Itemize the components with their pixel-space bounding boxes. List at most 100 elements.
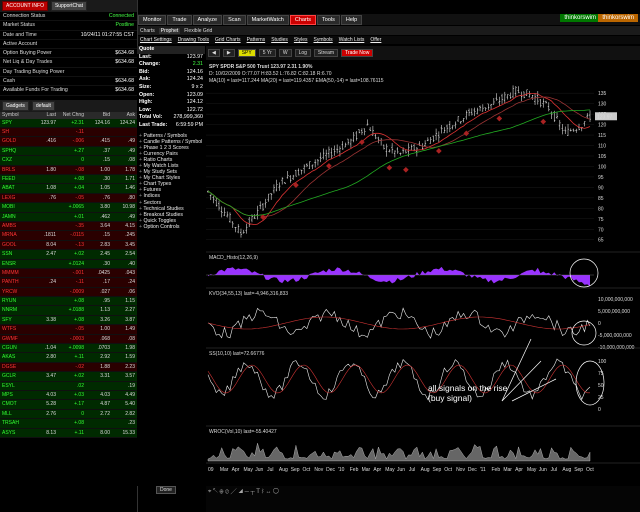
tree-item[interactable]: + Technical Studies [137,206,205,212]
watchlist-row[interactable]: TRSAH +.08 .23 [0,419,137,429]
watchlist-bid[interactable]: .76 [103,194,110,201]
expand-icon[interactable]: + [139,193,144,200]
watchlist-row[interactable]: SSN 2.47 +.02 2.45 2.54 [0,250,137,260]
watchlist-symbol[interactable]: GCLR [2,373,16,380]
watchlist-ask[interactable]: 1.71 [125,176,135,183]
watchlist-ask[interactable]: 3.45 [125,241,135,248]
watchlist-symbol[interactable]: MRNA [2,232,17,239]
tree-item[interactable]: + Option Controls [137,224,205,230]
expand-icon[interactable]: + [139,150,144,157]
watchlist-ask[interactable]: .49 [128,213,135,220]
watchlist-symbol[interactable]: ENSR [2,260,16,267]
watchlist-symbol[interactable]: PANTH [2,279,19,286]
watchlist-ask[interactable]: 10.98 [122,204,135,211]
watchlist-symbol[interactable]: GWMF [2,335,18,342]
watchlist-symbol[interactable]: DGSE [2,363,17,370]
tree-item[interactable]: + Ratio Charts [137,157,205,163]
watchlist-symbol[interactable]: FEED [2,176,16,183]
menu-grid-charts[interactable]: Grid Charts [215,37,241,43]
tree-item[interactable]: + Indices [137,193,205,199]
watchlist-bid[interactable]: .068 [100,335,110,342]
watchlist-symbol[interactable]: SPY [2,119,13,126]
watchlist-symbol[interactable]: MLL [2,410,12,417]
watchlist-row[interactable]: JAMN +.01 .462 .49 [0,212,137,222]
watchlist-ask[interactable]: 2.54 [125,251,135,258]
prev-icon[interactable]: ◀ [208,49,220,57]
tree-item[interactable]: + Sectors [137,200,205,206]
watchlist-row[interactable]: GCLR 3.47 +.02 3.31 3.57 [0,372,137,382]
watchlist-row[interactable]: MLL 2.76 0 2.72 2.82 [0,409,137,420]
watchlist-ask[interactable]: 1.78 [125,166,135,173]
watchlist-row[interactable]: YRCW -.0009 .027 .06 [0,287,137,298]
tree-item[interactable]: + Futures [137,187,205,193]
subtab-prophet[interactable]: Prophet [158,27,181,34]
tree-item[interactable]: + Patterns / Symbols [137,133,205,139]
watchlist-row[interactable]: GWMF -.0003 .068 .08 [0,334,137,345]
watchlist-ask[interactable]: .49 [128,147,135,154]
expand-icon[interactable]: + [139,223,144,230]
watchlist-row[interactable]: FEED +.08 .30 1.71 [0,175,137,185]
watchlist-ask[interactable]: 3.87 [125,316,135,323]
watchlist-bid[interactable]: .15 [103,157,110,164]
drawing-tools-icons[interactable]: ⌖ ↖ ⊕ ⊘ ╱ ◢ ─ ┬ T ⌇ ↔ ◯ [208,489,279,495]
watchlist-bid[interactable]: 1.88 [100,363,110,370]
watchlist-bid[interactable]: .027 [100,288,110,295]
tab-help[interactable]: Help [340,14,363,25]
watchlist-symbol[interactable]: GOOL [2,241,17,248]
watchlist-symbol[interactable]: CMOT [2,401,17,408]
menu-watch-lists[interactable]: Watch Lists [338,37,365,43]
watchlist-bid[interactable] [84,419,110,427]
watchlist-symbol[interactable]: TRSAH [2,420,19,427]
watchlist-row[interactable]: LEXG .76 -.05 .76 .80 [0,193,137,204]
watchlist-row[interactable]: CGUN .1.04 +.0098 .0703 1.98 [0,344,137,354]
menu-offer[interactable]: Offer [370,37,382,43]
watchlist-ask[interactable]: 1.15 [125,298,135,305]
watchlist-bid[interactable]: .15 [103,232,110,239]
watchlist-row[interactable]: CMOT 5.28 +.17 4.87 5.40 [0,400,137,410]
tab-charts[interactable]: Charts [289,14,317,25]
watchlist-symbol[interactable]: ASYS [2,429,16,436]
watchlist-bid[interactable]: 2.83 [100,241,110,248]
stream-checkbox[interactable]: Stream [313,49,339,57]
watchlist-row[interactable]: MRNA .1811 -.0115 .15 .245 [0,231,137,241]
watchlist-ask[interactable]: .40 [128,260,135,267]
tree-item[interactable]: + Chart Types [137,181,205,187]
col-last[interactable]: Last [46,111,56,118]
account-info-button[interactable]: ACCOUNT INFO [2,1,48,11]
watchlist-symbol[interactable]: SH [2,129,9,136]
support-chat-button[interactable]: SupportChat [50,1,88,11]
watchlist-bid[interactable]: 4.87 [100,401,110,408]
col-symbol[interactable]: Symbol [2,111,19,118]
watchlist-bid[interactable]: .462 [100,213,110,220]
watchlist-ask[interactable]: 3.57 [125,373,135,380]
watchlist-bid[interactable]: .0703 [97,345,110,352]
watchlist-symbol[interactable]: RYUN [2,298,17,305]
watchlist-ask[interactable]: 4.15 [125,222,135,229]
watchlist-row[interactable]: MOBI +.0065 3.80 10.98 [0,203,137,213]
watchlist-ask[interactable]: 15.33 [122,429,135,436]
watchlist-bid[interactable] [84,382,110,390]
watchlist-ask[interactable]: 2.27 [125,307,135,314]
menu-drawing-tools[interactable]: Drawing Tools [177,37,209,43]
watchlist-symbol[interactable]: MPS [2,392,13,398]
menu-studies[interactable]: Studies [271,37,288,43]
watchlist-ask[interactable]: .23 [128,420,135,427]
watchlist-ask[interactable]: .19 [128,382,135,389]
tab-marketwatch[interactable]: MarketWatch [246,14,289,25]
subtab-charts[interactable]: Charts [140,27,155,34]
watchlist-symbol[interactable]: YRCW [2,288,18,295]
watchlist-ask[interactable]: .06 [128,288,135,295]
tree-item[interactable]: + My Study Sets [137,169,205,175]
expand-icon[interactable]: + [139,211,144,218]
tree-item[interactable]: + My Chart Styles [137,175,205,181]
tree-item[interactable]: + Candle Patterns / Symbol [137,139,205,145]
watchlist-ask[interactable]: .08 [128,157,135,164]
aggregation-select[interactable]: W [278,49,292,57]
price-chart[interactable]: SPY SPDR S&P 500 Trust 123.97 2.31 1.90%… [206,61,640,486]
tree-item[interactable]: + Currency Pairs [137,151,205,157]
watchlist-bid[interactable]: .0425 [97,269,110,276]
menu-chart-settings[interactable]: Chart Settings [140,37,172,43]
watchlist-bid[interactable]: .95 [103,298,110,305]
watchlist-bid[interactable]: 3.31 [100,373,110,380]
watchlist-symbol[interactable]: CGUN [2,345,17,352]
